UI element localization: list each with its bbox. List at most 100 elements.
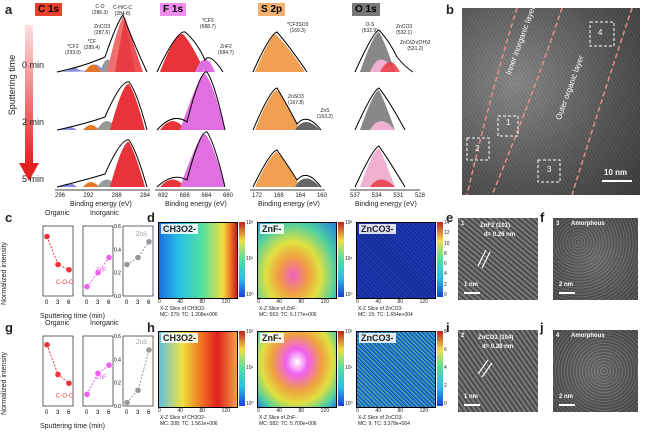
tof-d-map-label-2: ZnCO3- xyxy=(359,224,396,234)
c1s-xlabel: Binding energy (eV) xyxy=(70,201,132,208)
x-tick-label: 0 xyxy=(158,299,161,305)
x-tick-label: 80 xyxy=(397,299,404,305)
c-inorganic-title: Inorganic xyxy=(90,210,119,217)
f1s-peak-cf3: *CF3 (688.7) xyxy=(200,18,216,30)
c1s-ticks: 296 292 288 284 xyxy=(55,193,150,199)
s2p-peak-zns: ZnS (163.2) xyxy=(317,108,333,120)
series-line-ZnS xyxy=(126,241,150,265)
series-label-ZnF: ZnF xyxy=(96,268,107,274)
x-tick-label: 0 xyxy=(125,300,129,306)
tof-h-caption2-0: MC: 208; TC: 1.561e+006 xyxy=(160,421,218,427)
tof-h-map-2: ZnCO3- xyxy=(356,331,436,408)
tof-h-caption1-2: X-Z Slice of ZnCO3- xyxy=(358,415,404,421)
tof-d-colorbar-0 xyxy=(239,222,245,297)
x-tick-label: 40 xyxy=(177,408,183,414)
panel-label-f: f xyxy=(540,210,545,225)
xps-header-o1s: O 1s xyxy=(352,3,380,16)
tof-h-xticks-1: 0 40 80 120 xyxy=(257,408,329,414)
c-organic-title: Organic xyxy=(45,210,70,217)
o1s-row2 xyxy=(354,145,406,188)
series-label-ZnS: ZnS xyxy=(136,232,147,238)
x-tick-label: 3 xyxy=(136,410,140,416)
x-tick-label: 6 xyxy=(147,410,151,416)
tem-box-3: 3 xyxy=(547,165,552,174)
hrtem-f: 3 Amorphous 2 nm xyxy=(553,218,638,300)
hrtem-j-num: 4 xyxy=(556,333,560,339)
hrtem-f-num: 3 xyxy=(556,221,560,227)
tof-d-xticks-1: 0 40 80 120 xyxy=(257,299,329,305)
c-ylabel: Normalized intensity xyxy=(1,241,9,306)
f1s-row1 xyxy=(156,71,226,131)
tem-box-2: 2 xyxy=(475,144,480,153)
x-tick-label: 80 xyxy=(298,408,305,414)
x-tick-label: 6 xyxy=(107,300,111,306)
tof-d-colorbar-tick: 10¹ xyxy=(345,256,353,262)
row-label-2min: 2 min xyxy=(22,117,45,127)
data-point-C-O-C-0 xyxy=(44,233,50,240)
tof-h-colorbar-tick: 4 xyxy=(444,365,447,371)
series-label-C-O-C: C-O-C xyxy=(56,280,74,286)
tof-d-colorbar-tick: 10² xyxy=(345,220,353,226)
hrtem-e-scale: 1 nm xyxy=(464,282,479,288)
series-line-C-O-C xyxy=(46,344,70,384)
hrtem-i-num: 2 xyxy=(461,333,465,339)
data-point-ZnS-1 xyxy=(135,387,141,394)
tem-box-4: 4 xyxy=(598,28,603,37)
tof-d-colorbar-tick: 0 xyxy=(444,292,447,298)
tof-d-colorbar-tick: 10² xyxy=(246,220,254,226)
s2p-xlabel: Binding energy (eV) xyxy=(258,201,320,208)
series-label-ZnS: ZnS xyxy=(136,340,147,346)
data-point-C-O-C-1 xyxy=(55,261,61,268)
tof-h-colorbar-tick: 10⁰ xyxy=(345,401,353,407)
o1s-peak-os: O-S (532.9) xyxy=(362,22,378,34)
f1s-row0 xyxy=(156,31,224,73)
tof-d-colorbar-tick: 10¹ xyxy=(246,256,254,262)
tof-h-caption1-0: X-Z Slice of CH3O2- xyxy=(160,415,206,421)
tof-h-caption2-1: MC: 582; TC: 5.700e+006 xyxy=(259,421,317,427)
hrtem-e: 1 ZnF2 (101) d= 0.26 nm 1 nm xyxy=(458,218,538,300)
y-tick-label: 0.0 xyxy=(114,404,121,410)
f1s-ticks: 692 688 684 680 xyxy=(158,193,233,199)
f1s-xlabel: Binding energy (eV) xyxy=(165,201,227,208)
x-tick-label: 0 xyxy=(45,300,49,306)
data-point-ZnF-2 xyxy=(106,362,112,368)
x-tick-label: 40 xyxy=(375,408,381,414)
x-tick-label: 0 xyxy=(356,299,359,305)
tof-h-caption1-1: X-Z Slice of ZnF- xyxy=(259,415,297,421)
c1s-peak-cf2: *CF2 (293.0) xyxy=(65,44,81,56)
xps-spectra xyxy=(55,14,420,191)
c1s-row2 xyxy=(56,139,148,188)
tof-d-map-1: ZnF- xyxy=(257,222,337,299)
x-tick-label: 3 xyxy=(136,300,140,306)
x-tick-label: 3 xyxy=(56,300,60,306)
x-tick-label: 3 xyxy=(96,300,100,306)
c1s-peak-znco3: ZnCO3 (287.6) xyxy=(94,24,111,36)
tof-h-colorbar-tick: 6 xyxy=(444,347,447,353)
subplot-frame xyxy=(122,335,154,407)
tof-d-caption1-1: X-Z Slice of ZnF- xyxy=(259,306,297,312)
panel-label-a: a xyxy=(5,2,13,17)
subplot-frame xyxy=(42,225,74,297)
c-xlabel: Sputtering time (min) xyxy=(40,313,105,320)
x-tick-label: 0 xyxy=(85,410,89,416)
tof-h-xticks-2: 0 40 80 120 xyxy=(356,408,428,414)
data-point-ZnF-0 xyxy=(84,391,90,398)
tof-d-colorbar-tick: 12 xyxy=(444,230,450,237)
row-label-5min: 5 min xyxy=(22,174,45,184)
tof-d-colorbar-tick: 10⁰ xyxy=(246,292,254,298)
x-tick-label: 120 xyxy=(419,299,428,305)
tof-h-colorbar-tick: 10⁰ xyxy=(246,401,254,407)
series-label-C-O-C: C-O-C xyxy=(56,393,74,399)
tof-d-colorbar-tick: 10⁰ xyxy=(345,292,353,298)
tof-h-map-label-2: ZnCO3- xyxy=(359,333,396,343)
data-point-C-O-C-2 xyxy=(66,380,72,387)
tof-d-caption2-2: MC: 15; TC: 1.654e+004 xyxy=(358,312,413,318)
tof-d-xticks-2: 0 40 80 120 xyxy=(356,299,428,305)
o1s-xlabel: Binding energy (eV) xyxy=(355,201,417,208)
x-tick-label: 0 xyxy=(45,410,49,416)
x-tick-label: 40 xyxy=(276,299,282,305)
tof-h-colorbar-tick: 10¹ xyxy=(246,365,254,371)
panel-label-h: h xyxy=(147,320,155,335)
